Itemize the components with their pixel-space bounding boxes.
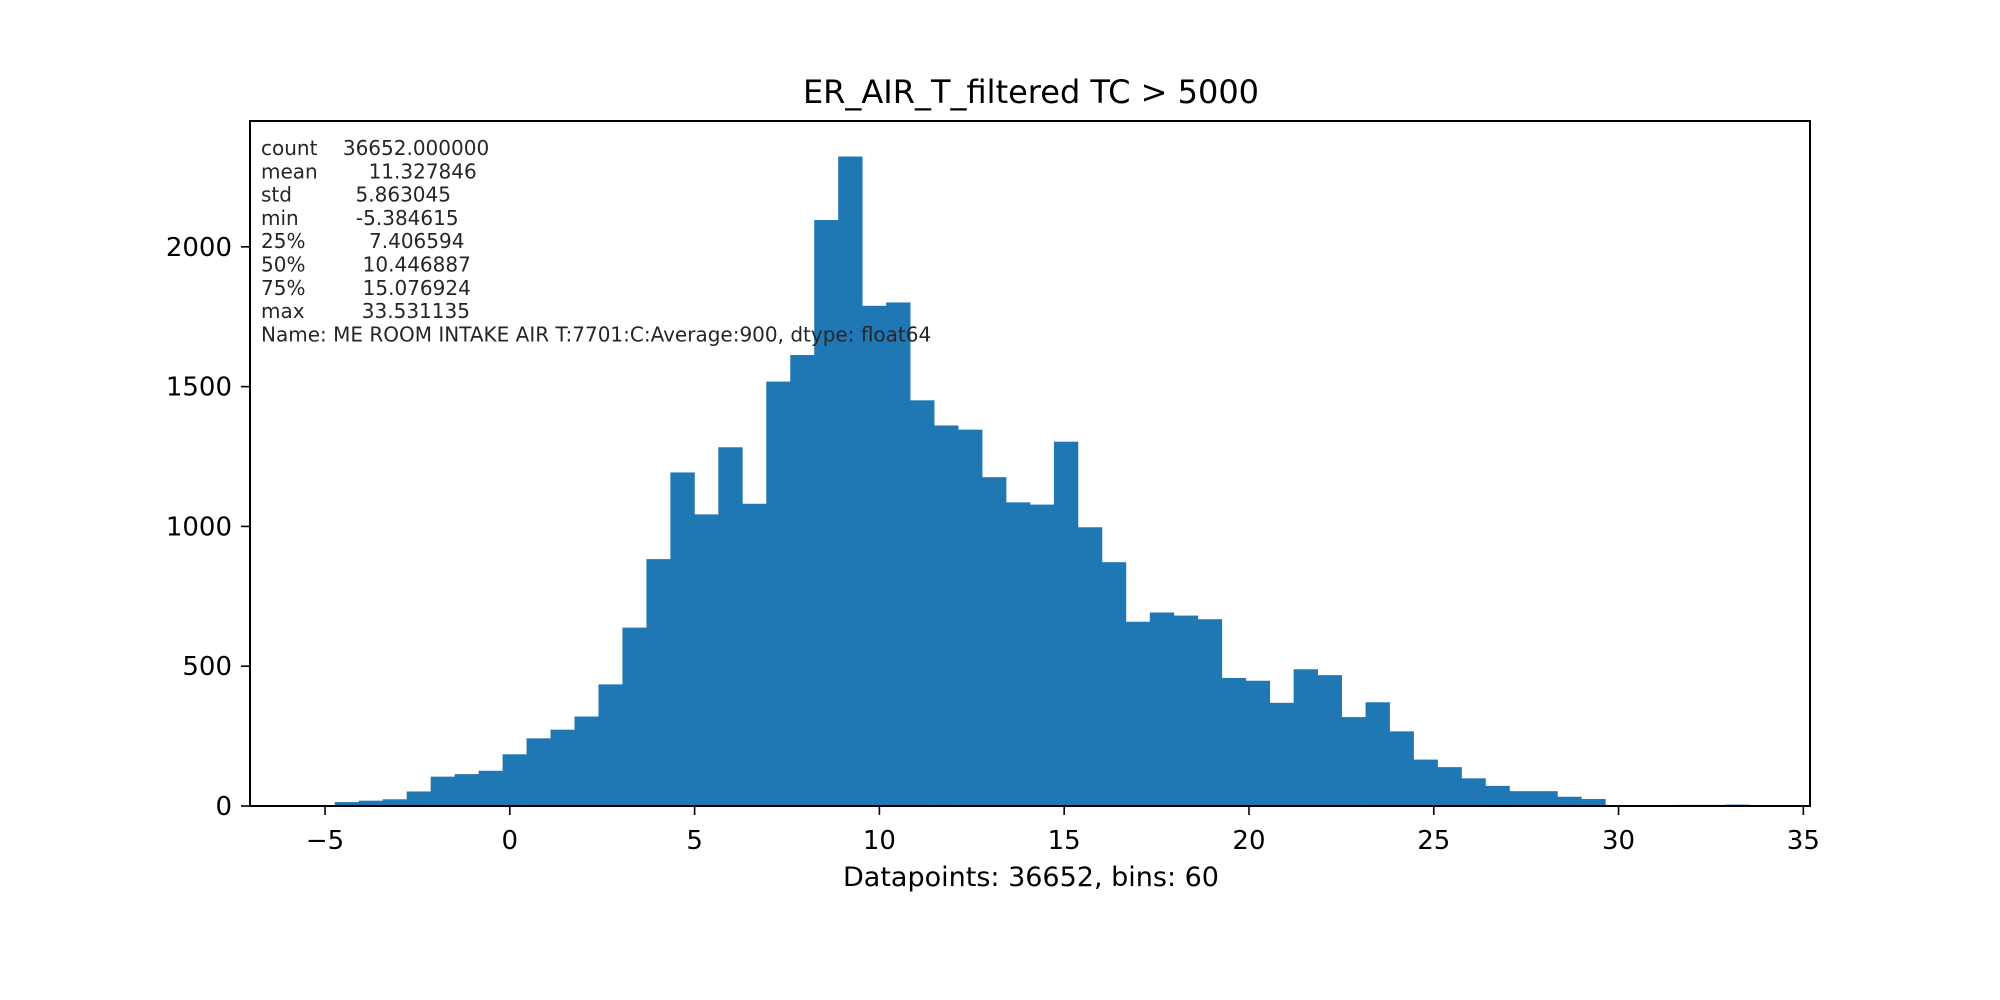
histogram-bar	[1389, 731, 1414, 806]
histogram-bar	[1341, 717, 1366, 806]
x-tick-label: 25	[1417, 826, 1450, 856]
y-tick-label: 1000	[166, 512, 232, 542]
x-axis-label: Datapoints: 36652, bins: 60	[843, 862, 1219, 893]
bars-group	[310, 156, 1750, 807]
y-tick-label: 500	[182, 652, 232, 682]
histogram-bar	[454, 774, 480, 806]
histogram-bar	[718, 447, 743, 806]
histogram-bar	[382, 799, 408, 806]
x-tick-label: 0	[502, 826, 519, 856]
histogram-bar	[838, 156, 863, 806]
histogram-bar	[1437, 767, 1462, 806]
y-axis: 0 500 1000 1500 2000	[166, 233, 250, 822]
histogram-bar	[862, 305, 887, 806]
histogram-bar	[1413, 759, 1438, 806]
stats-annotation: count 36652.000000 mean 11.327846 std 5.86…	[261, 136, 931, 346]
histogram-bar	[1149, 612, 1175, 806]
histogram-bar	[1557, 796, 1582, 806]
stats-line: min -5.384615	[261, 206, 459, 230]
histogram-bar	[358, 800, 384, 806]
histogram-bar	[958, 429, 983, 806]
stats-line: count 36652.000000	[261, 136, 489, 160]
histogram-bar	[694, 514, 719, 806]
x-tick-label: −5	[306, 826, 344, 856]
x-tick-label: 5	[686, 826, 703, 856]
histogram-bar	[334, 802, 360, 806]
stats-line: max 33.531135	[261, 299, 470, 323]
histogram-bar	[910, 400, 935, 806]
x-axis: −5 0 5 10 15 20 25 30 35	[306, 806, 1820, 856]
histogram-bar	[598, 684, 623, 806]
histogram-bar	[550, 729, 575, 806]
histogram-bar	[670, 472, 695, 806]
x-tick-label: 20	[1232, 826, 1265, 856]
stats-line: 75% 15.076924	[261, 276, 471, 300]
histogram-bar	[1365, 702, 1390, 806]
y-tick-label: 1500	[166, 373, 232, 403]
histogram-bar	[1293, 669, 1318, 806]
y-tick-label: 0	[215, 792, 232, 822]
x-tick-label: 15	[1048, 826, 1081, 856]
histogram-bar	[1173, 615, 1199, 806]
histogram-bar	[1485, 785, 1510, 806]
histogram-bar	[1077, 527, 1103, 806]
histogram-bar	[1005, 502, 1031, 806]
histogram-bar	[502, 754, 527, 806]
histogram-bar	[1509, 791, 1534, 806]
chart-title: ER_AIR_T_filtered TC > 5000	[803, 73, 1259, 111]
plot-area-frame	[249, 120, 1811, 807]
histogram-bar	[574, 716, 599, 806]
x-tick-label: 35	[1787, 826, 1820, 856]
stats-line: 25% 7.406594	[261, 229, 464, 253]
histogram-bar	[1029, 504, 1055, 806]
histogram-bar	[886, 302, 911, 806]
histogram-bar	[742, 503, 767, 806]
histogram-bar	[1125, 621, 1151, 806]
histogram-bar	[982, 477, 1007, 806]
x-tick-label: 10	[863, 826, 896, 856]
histogram-bar	[934, 425, 959, 806]
histogram-bar	[1461, 778, 1486, 806]
histogram-bar	[1221, 677, 1247, 806]
histogram-bar	[790, 355, 815, 806]
stats-line: mean 11.327846	[261, 159, 477, 183]
histogram-bar	[622, 627, 647, 806]
histogram-bar	[1245, 680, 1271, 806]
y-tick-label: 2000	[166, 233, 232, 263]
histogram-bar	[406, 791, 432, 806]
stats-line: 50% 10.446887	[261, 253, 471, 277]
x-tick-label: 30	[1602, 826, 1635, 856]
histogram-bar	[526, 738, 551, 806]
stats-line: std 5.863045	[261, 183, 451, 207]
histogram-bar	[1269, 702, 1295, 806]
histogram-bar	[646, 559, 671, 806]
histogram-bar	[766, 381, 791, 806]
histogram-bar	[1101, 562, 1127, 806]
histogram-bar	[1053, 441, 1079, 806]
histogram-bar	[1197, 619, 1223, 806]
histogram-bar	[1317, 675, 1342, 806]
histogram-bar	[1581, 799, 1606, 806]
histogram-bar	[1533, 791, 1558, 806]
histogram-bar	[430, 776, 456, 806]
histogram-bar	[478, 770, 503, 806]
histogram-bar	[814, 219, 839, 807]
stats-line: Name: ME ROOM INTAKE AIR T:7701:C:Averag…	[261, 322, 931, 346]
